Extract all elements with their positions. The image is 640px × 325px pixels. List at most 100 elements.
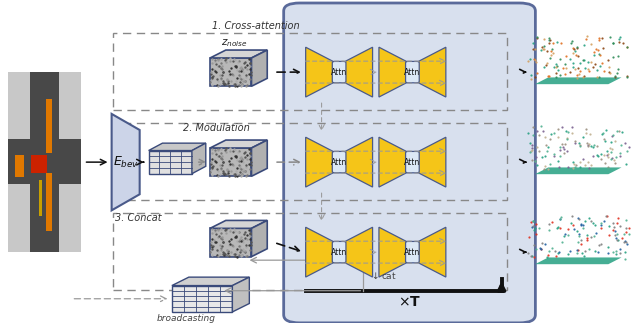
Point (618, 240, 628, 245)
Point (563, 130, 573, 135)
Point (620, 162, 630, 167)
Point (594, 51, 604, 57)
Point (563, 232, 573, 237)
Point (593, 250, 604, 255)
Point (554, 216, 564, 222)
Point (605, 157, 616, 162)
Point (549, 64, 559, 69)
Point (560, 141, 570, 147)
Point (567, 130, 577, 135)
Text: $\downarrow$cat: $\downarrow$cat (370, 270, 397, 281)
Point (575, 142, 586, 147)
Point (615, 250, 625, 255)
Point (531, 154, 541, 159)
Point (552, 67, 563, 72)
FancyBboxPatch shape (406, 61, 419, 83)
Point (541, 60, 552, 66)
Point (586, 163, 596, 168)
Point (527, 253, 537, 258)
Point (607, 134, 617, 139)
Point (525, 57, 535, 62)
Point (589, 142, 599, 148)
Point (554, 226, 564, 231)
Text: 2. Modulation: 2. Modulation (183, 123, 250, 133)
Point (584, 247, 595, 252)
Point (607, 40, 618, 46)
Point (531, 232, 541, 237)
Point (620, 256, 630, 261)
Point (599, 218, 609, 223)
Polygon shape (210, 58, 252, 86)
Point (559, 146, 570, 151)
Point (589, 234, 600, 239)
Point (557, 65, 568, 71)
Polygon shape (379, 137, 410, 187)
Point (545, 136, 556, 141)
Polygon shape (306, 227, 337, 277)
Text: $\times \mathbf{T}$: $\times \mathbf{T}$ (398, 295, 421, 309)
Point (593, 154, 603, 159)
Text: $z_{noise}$: $z_{noise}$ (221, 37, 247, 49)
Point (556, 214, 566, 219)
Point (566, 124, 577, 130)
Point (562, 149, 572, 154)
Point (580, 127, 591, 132)
Point (604, 232, 614, 237)
Point (608, 249, 618, 254)
Point (613, 215, 623, 220)
Point (621, 229, 631, 234)
Point (540, 46, 550, 51)
Point (607, 147, 617, 152)
Point (561, 62, 571, 67)
Point (572, 247, 582, 253)
Polygon shape (210, 228, 252, 257)
Point (610, 138, 620, 144)
Point (528, 224, 538, 229)
Point (584, 68, 594, 73)
Point (546, 132, 556, 137)
Point (582, 141, 592, 146)
FancyBboxPatch shape (284, 3, 536, 323)
Point (578, 58, 588, 63)
Point (563, 227, 573, 232)
Point (551, 74, 561, 79)
Point (610, 73, 620, 79)
Point (551, 61, 561, 66)
Point (567, 214, 577, 219)
Point (584, 142, 595, 147)
Text: broadcasting: broadcasting (157, 314, 216, 322)
Point (579, 134, 589, 139)
Point (562, 136, 572, 141)
Point (599, 69, 609, 74)
Point (531, 58, 541, 63)
Point (532, 70, 542, 75)
Point (530, 159, 540, 164)
Point (529, 226, 540, 231)
Point (545, 55, 555, 60)
Point (617, 130, 627, 135)
Point (600, 127, 611, 133)
Point (576, 241, 586, 247)
Point (597, 35, 607, 40)
Point (534, 148, 544, 153)
Text: Attn: Attn (404, 158, 420, 167)
Point (580, 65, 590, 70)
Point (600, 138, 610, 144)
Point (575, 223, 586, 228)
Point (552, 158, 563, 163)
Point (610, 74, 620, 79)
Point (577, 250, 588, 255)
Point (580, 130, 591, 135)
Point (543, 166, 553, 171)
Point (545, 38, 556, 43)
Point (602, 152, 612, 157)
Point (547, 219, 557, 224)
Point (554, 164, 564, 169)
Point (554, 127, 564, 132)
Point (593, 37, 604, 42)
Point (540, 163, 550, 169)
Point (568, 223, 578, 228)
Point (549, 130, 559, 136)
Point (592, 144, 602, 149)
Point (612, 54, 623, 59)
